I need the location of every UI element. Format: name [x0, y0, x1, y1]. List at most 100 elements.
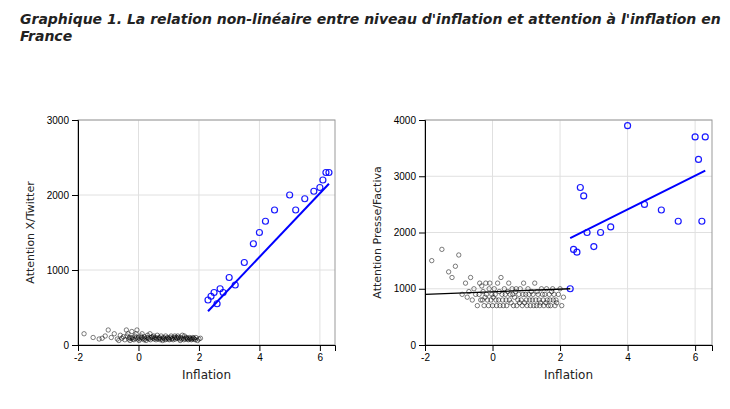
tick-mark — [419, 176, 425, 177]
plot-frame — [78, 120, 335, 345]
tick-mark — [419, 120, 425, 121]
panel: -202460100020003000InflationAttention X/… — [24, 115, 336, 382]
grid-line — [78, 270, 335, 271]
chart-title: Graphique 1. La relation non-linéaire en… — [20, 11, 721, 44]
tick: 0 — [490, 345, 496, 363]
tick: 2000 — [47, 190, 78, 201]
point — [91, 335, 95, 339]
point — [446, 270, 450, 274]
tick-mark — [72, 270, 78, 271]
chart-title-line: Graphique 1. La relation non-linéaire en… — [20, 11, 721, 27]
point — [311, 188, 317, 194]
point — [287, 192, 293, 198]
grid — [78, 120, 335, 345]
point — [531, 292, 535, 296]
point — [581, 193, 587, 199]
tick-label: 3000 — [47, 115, 70, 126]
point — [552, 292, 556, 296]
tick: 2 — [558, 345, 564, 363]
scatter-series — [205, 170, 332, 307]
tick-mark — [560, 345, 561, 351]
axis-line — [419, 121, 426, 346]
tick: 2 — [197, 345, 203, 363]
point — [598, 230, 604, 236]
x-axis-title: Inflation — [544, 368, 593, 382]
fit-line — [425, 289, 570, 295]
point — [262, 218, 268, 224]
point — [492, 287, 496, 291]
tick-mark — [320, 345, 321, 351]
point — [272, 207, 278, 213]
point — [135, 328, 139, 332]
axis-line — [79, 346, 336, 352]
y-axis-title: Attention Presse/Factiva — [371, 166, 384, 298]
point — [488, 281, 492, 285]
chart-svg: Graphique 1. La relation non-linéaire en… — [0, 0, 730, 409]
x-axis: -20246 — [421, 345, 712, 363]
y-axis: 01000200030004000 — [394, 115, 426, 351]
fit-line — [208, 184, 329, 312]
point — [317, 185, 323, 191]
y-axis: 0 1000 2000 3000 — [47, 115, 79, 351]
point — [625, 123, 631, 129]
tick-mark — [72, 120, 78, 121]
grid-line — [319, 120, 320, 345]
tick-mark — [138, 345, 139, 351]
point — [487, 287, 491, 291]
point — [440, 247, 444, 251]
point — [499, 275, 503, 279]
tick: 0 — [63, 340, 78, 351]
point — [658, 207, 664, 213]
tick-label: 6 — [693, 352, 699, 363]
point — [112, 332, 116, 336]
tick: 0 — [136, 345, 142, 363]
point — [302, 196, 308, 202]
point — [695, 156, 701, 162]
chart-title-line: France — [20, 28, 72, 44]
tick: 1000 — [394, 283, 425, 294]
point — [702, 134, 708, 140]
point — [463, 281, 467, 285]
point — [482, 303, 486, 307]
point — [226, 275, 232, 281]
point — [608, 224, 614, 230]
tick-label: 0 — [63, 340, 69, 351]
tick-label: 0 — [490, 352, 496, 363]
tick: 4000 — [394, 115, 425, 126]
scatter-series — [82, 328, 203, 343]
plot-frame — [425, 120, 712, 345]
point — [493, 292, 497, 296]
tick-label: 2000 — [394, 227, 417, 238]
point — [560, 303, 564, 307]
tick-mark — [259, 345, 260, 351]
point — [465, 295, 469, 299]
tick: 3000 — [47, 115, 78, 126]
grid-line — [259, 120, 260, 345]
point — [453, 264, 457, 268]
x-axis: -20246 — [74, 345, 335, 363]
grid — [425, 120, 712, 345]
point — [577, 185, 583, 191]
tick-label: 2000 — [47, 190, 70, 201]
point — [548, 303, 552, 307]
point — [450, 275, 454, 279]
tick-label: 1000 — [47, 265, 70, 276]
tick-mark — [628, 345, 629, 351]
point — [484, 292, 488, 296]
point — [675, 218, 681, 224]
point — [480, 284, 484, 288]
point — [543, 292, 547, 296]
point — [561, 295, 565, 299]
fit-line — [570, 171, 705, 239]
point — [521, 281, 525, 285]
point — [130, 329, 134, 333]
marks — [82, 170, 332, 343]
tick: 0 — [410, 340, 425, 351]
x-axis-title: Inflation — [182, 368, 231, 382]
point — [250, 241, 256, 247]
tick-mark — [72, 345, 78, 346]
tick-label: 2 — [197, 352, 203, 363]
tick-mark — [199, 345, 200, 351]
y-axis-title: Attention X/Twitter — [24, 181, 37, 284]
panel: -2024601000200030004000InflationAttentio… — [371, 115, 713, 382]
